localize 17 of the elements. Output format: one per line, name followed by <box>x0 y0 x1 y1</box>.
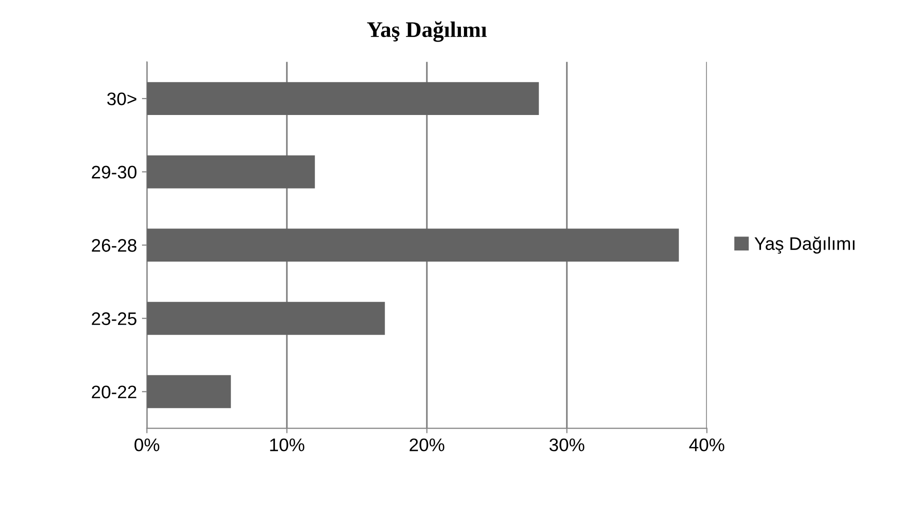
chart-title: Yaş Dağılımı <box>367 21 487 42</box>
y-tick-label: 20-22 <box>92 386 136 398</box>
x-tick-label: 10% <box>270 438 304 452</box>
y-tick-label: 30> <box>107 92 136 106</box>
bar <box>146 302 385 335</box>
bar <box>146 375 231 408</box>
bar <box>146 228 679 262</box>
x-tick-label: 30% <box>549 438 584 452</box>
bar <box>146 155 315 188</box>
y-tick-label: 29-30 <box>92 166 136 179</box>
y-tick-label: 26-28 <box>92 239 136 252</box>
x-tick-label: 40% <box>689 438 724 452</box>
y-tick-label: 23-25 <box>92 312 136 326</box>
bar <box>146 82 539 116</box>
legend-label: Yaş Dağılımı <box>754 236 854 254</box>
x-tick-label: 20% <box>410 438 444 452</box>
x-tick-label: 0% <box>134 438 160 452</box>
